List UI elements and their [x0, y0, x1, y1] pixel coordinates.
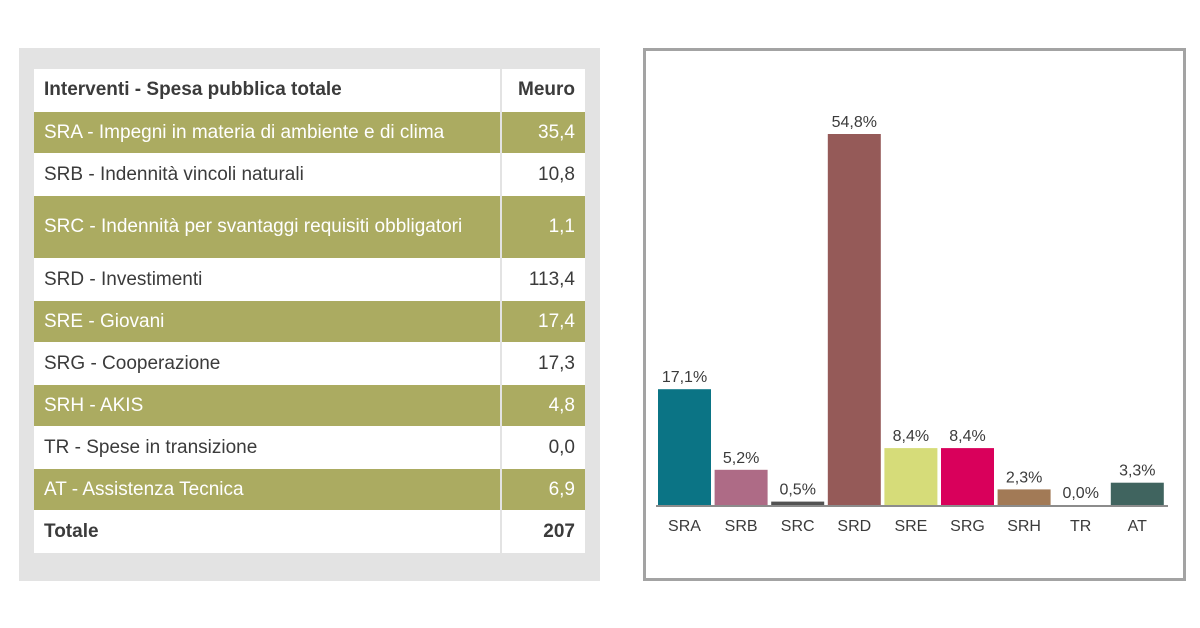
tick-label-sre: SRE [894, 518, 927, 535]
tick-label-sra: SRA [668, 518, 701, 535]
data-label-sra: 17,1% [662, 369, 707, 386]
row-label: SRA - Impegni in materia di ambiente e d… [34, 111, 501, 154]
table-row: SRH - AKIS 4,8 [34, 384, 585, 427]
row-label: SRC - Indennità per svantaggi requisiti … [34, 195, 501, 259]
row-value: 35,4 [500, 111, 585, 154]
data-label-srb: 5,2% [723, 450, 759, 467]
header-interventions: Interventi - Spesa pubblica totale [34, 69, 501, 112]
bar-chart: 17,1% SRA 5,2% SRB 0,5% SRC 54,8% SRD 8,4% SRE 8,4… [656, 114, 1168, 535]
table-row: SRC - Indennità per svantaggi requisiti … [34, 195, 585, 259]
bar-srh [997, 489, 1051, 505]
tick-label-tr: TR [1070, 518, 1091, 535]
data-label-sre: 8,4% [893, 428, 929, 445]
bar-src [771, 501, 825, 505]
data-label-srd: 54,8% [832, 114, 877, 131]
data-label-srh: 2,3% [1006, 469, 1042, 486]
table-row: AT - Assistenza Tecnica 6,9 [34, 468, 585, 511]
tick-label-at: AT [1128, 518, 1147, 535]
data-label-srg: 8,4% [949, 428, 985, 445]
row-label: TR - Spese in transizione [34, 426, 501, 469]
table-row: SRA - Impegni in materia di ambiente e d… [34, 111, 585, 154]
bar-srd [827, 134, 881, 505]
table-row: SRD - Investimenti 113,4 [34, 258, 585, 301]
tick-label-srh: SRH [1007, 518, 1041, 535]
bar-sra [658, 389, 711, 505]
table-row: TR - Spese in transizione 0,0 [34, 426, 585, 469]
row-value: 6,9 [500, 468, 585, 511]
row-value: 0,0 [500, 426, 585, 469]
row-value: 17,3 [500, 342, 585, 385]
data-label-at: 3,3% [1119, 463, 1155, 480]
row-label: SRD - Investimenti [34, 258, 501, 301]
tick-label-srg: SRG [950, 518, 985, 535]
table-row: SRE - Giovani 17,4 [34, 300, 585, 343]
data-label-src: 0,5% [779, 482, 815, 499]
row-value: 4,8 [500, 384, 585, 427]
row-label: SRB - Indennità vincoli naturali [34, 153, 501, 196]
row-label: SRE - Giovani [34, 300, 501, 343]
table-header-row: Interventi - Spesa pubblica totale Meuro [34, 69, 585, 112]
header-unit: Meuro [500, 69, 585, 112]
row-value: 10,8 [500, 153, 585, 196]
table-total-row: Totale 207 [34, 510, 585, 553]
bar-srg [941, 448, 994, 505]
row-value: 17,4 [500, 300, 585, 343]
chart-panel: 17,1% SRA 5,2% SRB 0,5% SRC 54,8% SRD 8,4% SRE 8,4… [643, 48, 1186, 581]
tick-label-srd: SRD [837, 518, 871, 535]
row-label: SRG - Cooperazione [34, 342, 501, 385]
table-row: SRG - Cooperazione 17,3 [34, 342, 585, 385]
row-value: 113,4 [500, 258, 585, 301]
row-label: AT - Assistenza Tecnica [34, 468, 501, 511]
spending-table-panel: Interventi - Spesa pubblica totale Meuro… [19, 48, 600, 581]
row-label: SRH - AKIS [34, 384, 501, 427]
total-value: 207 [500, 510, 585, 553]
bar-srb [714, 469, 768, 505]
spending-table: Interventi - Spesa pubblica totale Meuro… [34, 69, 585, 553]
data-label-tr: 0,0% [1062, 485, 1098, 502]
table-row: SRB - Indennità vincoli naturali 10,8 [34, 153, 585, 196]
bar-at [1110, 482, 1164, 505]
row-value: 1,1 [500, 195, 585, 259]
total-label: Totale [34, 510, 501, 553]
tick-label-src: SRC [781, 518, 815, 535]
bar-sre [884, 448, 938, 505]
tick-label-srb: SRB [725, 518, 758, 535]
